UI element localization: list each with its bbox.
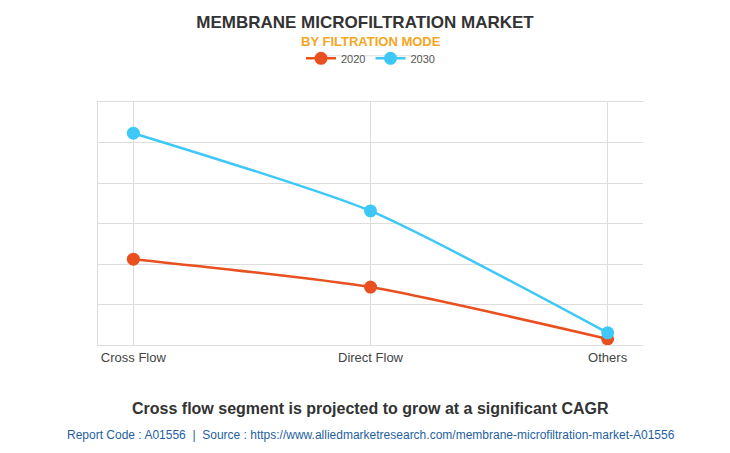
svg-text:Cross Flow: Cross Flow — [101, 350, 167, 365]
svg-text:Direct Flow: Direct Flow — [338, 350, 404, 365]
svg-text:2030: 2030 — [410, 53, 434, 65]
svg-text:Others: Others — [588, 350, 628, 365]
svg-text:BY FILTRATION MODE: BY FILTRATION MODE — [301, 34, 441, 49]
svg-text:Cross flow segment is projecte: Cross flow segment is projected to grow … — [132, 400, 609, 417]
svg-text:2020: 2020 — [341, 53, 365, 65]
svg-text:MEMBRANE MICROFILTRATION MARKE: MEMBRANE MICROFILTRATION MARKET — [196, 13, 534, 32]
svg-text:Report Code : A01556 | Sourc: Report Code : A01556 | Source : https://… — [67, 428, 675, 442]
